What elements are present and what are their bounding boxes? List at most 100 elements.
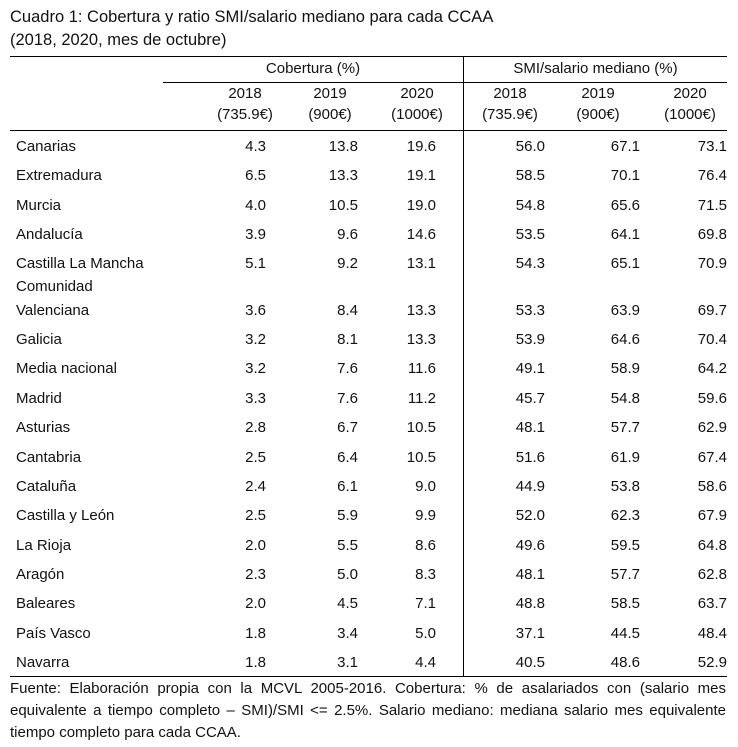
cell-ratio-2020: 62.9 (697, 419, 727, 436)
top-rule (10, 56, 727, 57)
row-label: Castilla y León (16, 507, 115, 524)
smi-header-cobertura-2019: (900€) (308, 106, 352, 123)
row-label: Valenciana (16, 302, 90, 319)
caption-title: Cuadro 1: Cobertura y ratio SMI/salario … (10, 8, 494, 26)
cell-ratio-2019: 59.5 (610, 537, 640, 554)
smi-header-ratio-2020: (1000€) (664, 106, 716, 123)
cell-ratio-2018: 51.6 (515, 449, 545, 466)
cell-ratio-2018: 56.0 (515, 138, 545, 155)
row-label: Cantabria (16, 449, 82, 466)
cell-ratio-2018: 44.9 (515, 478, 545, 495)
cell-ratio-2019: 65.6 (610, 197, 640, 214)
row-label: Media nacional (16, 360, 117, 377)
cell-ratio-2020: 64.8 (697, 537, 727, 554)
cell-ratio-2018: 45.7 (515, 390, 545, 407)
smi-header-cobertura-2018: (735.9€) (217, 106, 273, 123)
cell-ratio-2019: 58.9 (610, 360, 640, 377)
cell-ratio-2020: 73.1 (697, 138, 727, 155)
cell-cobertura-2019: 5.0 (337, 566, 358, 583)
cell-cobertura-2018: 3.9 (245, 226, 266, 243)
bottom-rule (10, 676, 727, 677)
row-label: País Vasco (16, 625, 91, 642)
cell-cobertura-2018: 2.5 (245, 507, 266, 524)
row-label: Galicia (16, 331, 62, 348)
cell-cobertura-2018: 2.0 (245, 595, 266, 612)
cell-ratio-2018: 53.3 (515, 302, 545, 319)
cell-cobertura-2020: 13.3 (406, 331, 436, 348)
cell-cobertura-2019: 7.6 (337, 390, 358, 407)
cell-ratio-2019: 64.1 (610, 226, 640, 243)
cell-cobertura-2020: 19.1 (406, 167, 436, 184)
cell-cobertura-2019: 3.4 (337, 625, 358, 642)
cell-cobertura-2018: 5.1 (245, 255, 266, 272)
cell-cobertura-2018: 3.2 (245, 331, 266, 348)
cell-ratio-2020: 63.7 (697, 595, 727, 612)
cell-ratio-2018: 54.3 (515, 255, 545, 272)
row-label: Asturias (16, 419, 71, 436)
cell-ratio-2019: 57.7 (610, 419, 640, 436)
cell-cobertura-2020: 13.3 (406, 302, 436, 319)
cell-ratio-2019: 67.1 (610, 138, 640, 155)
cell-cobertura-2020: 9.0 (415, 478, 436, 495)
cell-cobertura-2019: 6.1 (337, 478, 358, 495)
row-label: Andalucía (16, 226, 83, 243)
cell-ratio-2018: 49.1 (515, 360, 545, 377)
cell-ratio-2020: 67.9 (697, 507, 727, 524)
cell-ratio-2019: 65.1 (610, 255, 640, 272)
cell-ratio-2020: 62.8 (697, 566, 727, 583)
cell-ratio-2018: 48.1 (515, 566, 545, 583)
cell-cobertura-2018: 3.3 (245, 390, 266, 407)
cell-cobertura-2018: 3.6 (245, 302, 266, 319)
cell-cobertura-2018: 1.8 (245, 625, 266, 642)
cell-cobertura-2019: 13.3 (328, 167, 358, 184)
cell-ratio-2018: 53.5 (515, 226, 545, 243)
cell-cobertura-2019: 6.4 (337, 449, 358, 466)
cell-cobertura-2020: 19.6 (406, 138, 436, 155)
row-label: Navarra (16, 654, 70, 671)
cell-cobertura-2019: 8.4 (337, 302, 358, 319)
cell-cobertura-2019: 9.2 (337, 255, 358, 272)
row-label: Madrid (16, 390, 62, 407)
row-label: Extremadura (16, 167, 102, 184)
cell-cobertura-2019: 13.8 (328, 138, 358, 155)
cell-ratio-2018: 48.1 (515, 419, 545, 436)
cell-cobertura-2020: 4.4 (415, 654, 436, 671)
cell-ratio-2020: 48.4 (697, 625, 727, 642)
cell-ratio-2018: 53.9 (515, 331, 545, 348)
smi-header-ratio-2018: (735.9€) (482, 106, 538, 123)
cell-ratio-2019: 53.8 (610, 478, 640, 495)
cell-ratio-2020: 70.9 (697, 255, 727, 272)
cell-cobertura-2020: 10.5 (406, 449, 436, 466)
cell-cobertura-2018: 4.3 (245, 138, 266, 155)
cell-ratio-2020: 59.6 (697, 390, 727, 407)
cell-ratio-2018: 40.5 (515, 654, 545, 671)
group-header-cobertura: Cobertura (%) (265, 60, 361, 77)
row-label: Cataluña (16, 478, 77, 495)
cell-ratio-2018: 37.1 (515, 625, 545, 642)
cell-ratio-2019: 70.1 (610, 167, 640, 184)
table-caption: Cuadro 1: Cobertura y ratio SMI/salario … (10, 6, 493, 52)
header-bottom-rule (10, 130, 727, 131)
cell-cobertura-2018: 4.0 (245, 197, 266, 214)
cell-cobertura-2020: 11.6 (407, 360, 436, 377)
cell-ratio-2020: 64.2 (697, 360, 727, 377)
cell-cobertura-2019: 10.5 (328, 197, 358, 214)
cell-ratio-2018: 48.8 (515, 595, 545, 612)
year-header-cobertura-2019: 2019 (313, 85, 347, 102)
cell-cobertura-2019: 9.6 (337, 226, 358, 243)
cell-cobertura-2019: 7.6 (337, 360, 358, 377)
cell-cobertura-2018: 3.2 (245, 360, 266, 377)
cell-cobertura-2018: 2.4 (245, 478, 266, 495)
cell-ratio-2018: 58.5 (515, 167, 545, 184)
cell-ratio-2020: 71.5 (697, 197, 727, 214)
row-label: Canarias (16, 138, 77, 155)
cell-cobertura-2018: 2.3 (245, 566, 266, 583)
cell-ratio-2019: 64.6 (610, 331, 640, 348)
smi-header-cobertura-2020: (1000€) (391, 106, 443, 123)
cell-ratio-2020: 70.4 (697, 331, 727, 348)
cell-ratio-2019: 58.5 (610, 595, 640, 612)
cell-cobertura-2019: 6.7 (337, 419, 358, 436)
cell-cobertura-2020: 10.5 (406, 419, 436, 436)
cell-ratio-2020: 58.6 (697, 478, 727, 495)
cell-ratio-2019: 61.9 (610, 449, 640, 466)
